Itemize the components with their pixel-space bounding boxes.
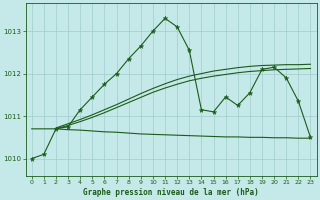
X-axis label: Graphe pression niveau de la mer (hPa): Graphe pression niveau de la mer (hPa) — [83, 188, 259, 197]
